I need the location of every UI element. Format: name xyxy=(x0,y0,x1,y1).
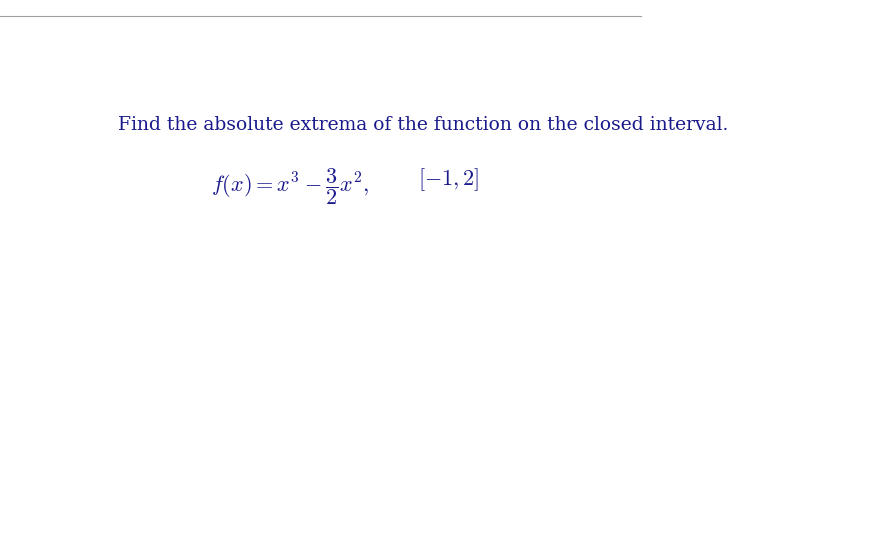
Text: Find the absolute extrema of the function on the closed interval.: Find the absolute extrema of the functio… xyxy=(118,116,729,134)
Text: $f(x) = x^3 - \dfrac{3}{2}x^2,$: $f(x) = x^3 - \dfrac{3}{2}x^2,$ xyxy=(211,167,369,207)
Text: $[-1, 2]$: $[-1, 2]$ xyxy=(418,167,480,193)
